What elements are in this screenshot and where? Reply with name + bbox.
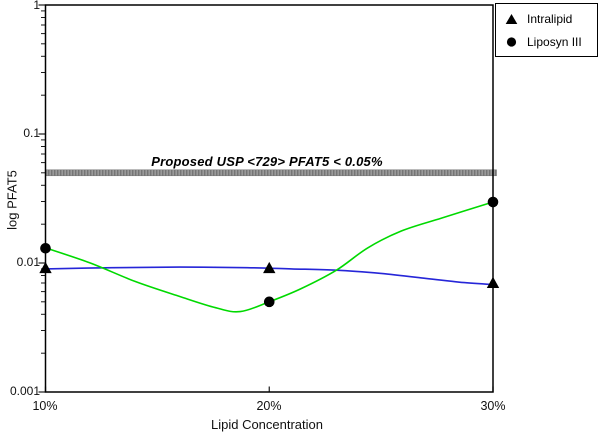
y-axis-title: log PFAT5 <box>4 170 20 230</box>
triangle-marker-icon <box>505 13 518 24</box>
y-tick-label: 0.01 <box>16 255 40 269</box>
series-line-intralipid <box>44 266 494 286</box>
y-tick-label: 0.001 <box>9 384 40 398</box>
series-line-liposyn-iii <box>44 201 494 313</box>
legend-label: Liposyn III <box>527 34 582 49</box>
x-tick-label: 20% <box>256 399 282 413</box>
marker-circle <box>263 296 275 308</box>
x-tick-label: 10% <box>32 399 58 413</box>
marker-triangle <box>486 276 500 288</box>
usp-limit-line <box>45 169 497 177</box>
marker-circle <box>487 196 499 208</box>
marker-triangle <box>263 261 276 274</box>
marker-circle <box>40 243 51 254</box>
x-axis-title: Lipid Concentration <box>210 417 324 432</box>
limit-annotation: Proposed USP <729> PFAT5 < 0.05% <box>151 154 383 169</box>
plot-border <box>44 4 494 393</box>
y-tick-label: 1 <box>33 0 40 12</box>
x-tick-label: 30% <box>480 399 506 413</box>
legend-item-intralipid: Intralipid <box>505 12 597 26</box>
legend-item-liposyn: Liposyn III <box>505 35 597 49</box>
marker-triangle <box>39 261 52 274</box>
circle-marker-icon <box>506 36 517 47</box>
y-tick-label: 0.1 <box>23 126 40 140</box>
legend: Intralipid Liposyn III <box>495 3 598 57</box>
legend-label: Intralipid <box>527 11 573 26</box>
